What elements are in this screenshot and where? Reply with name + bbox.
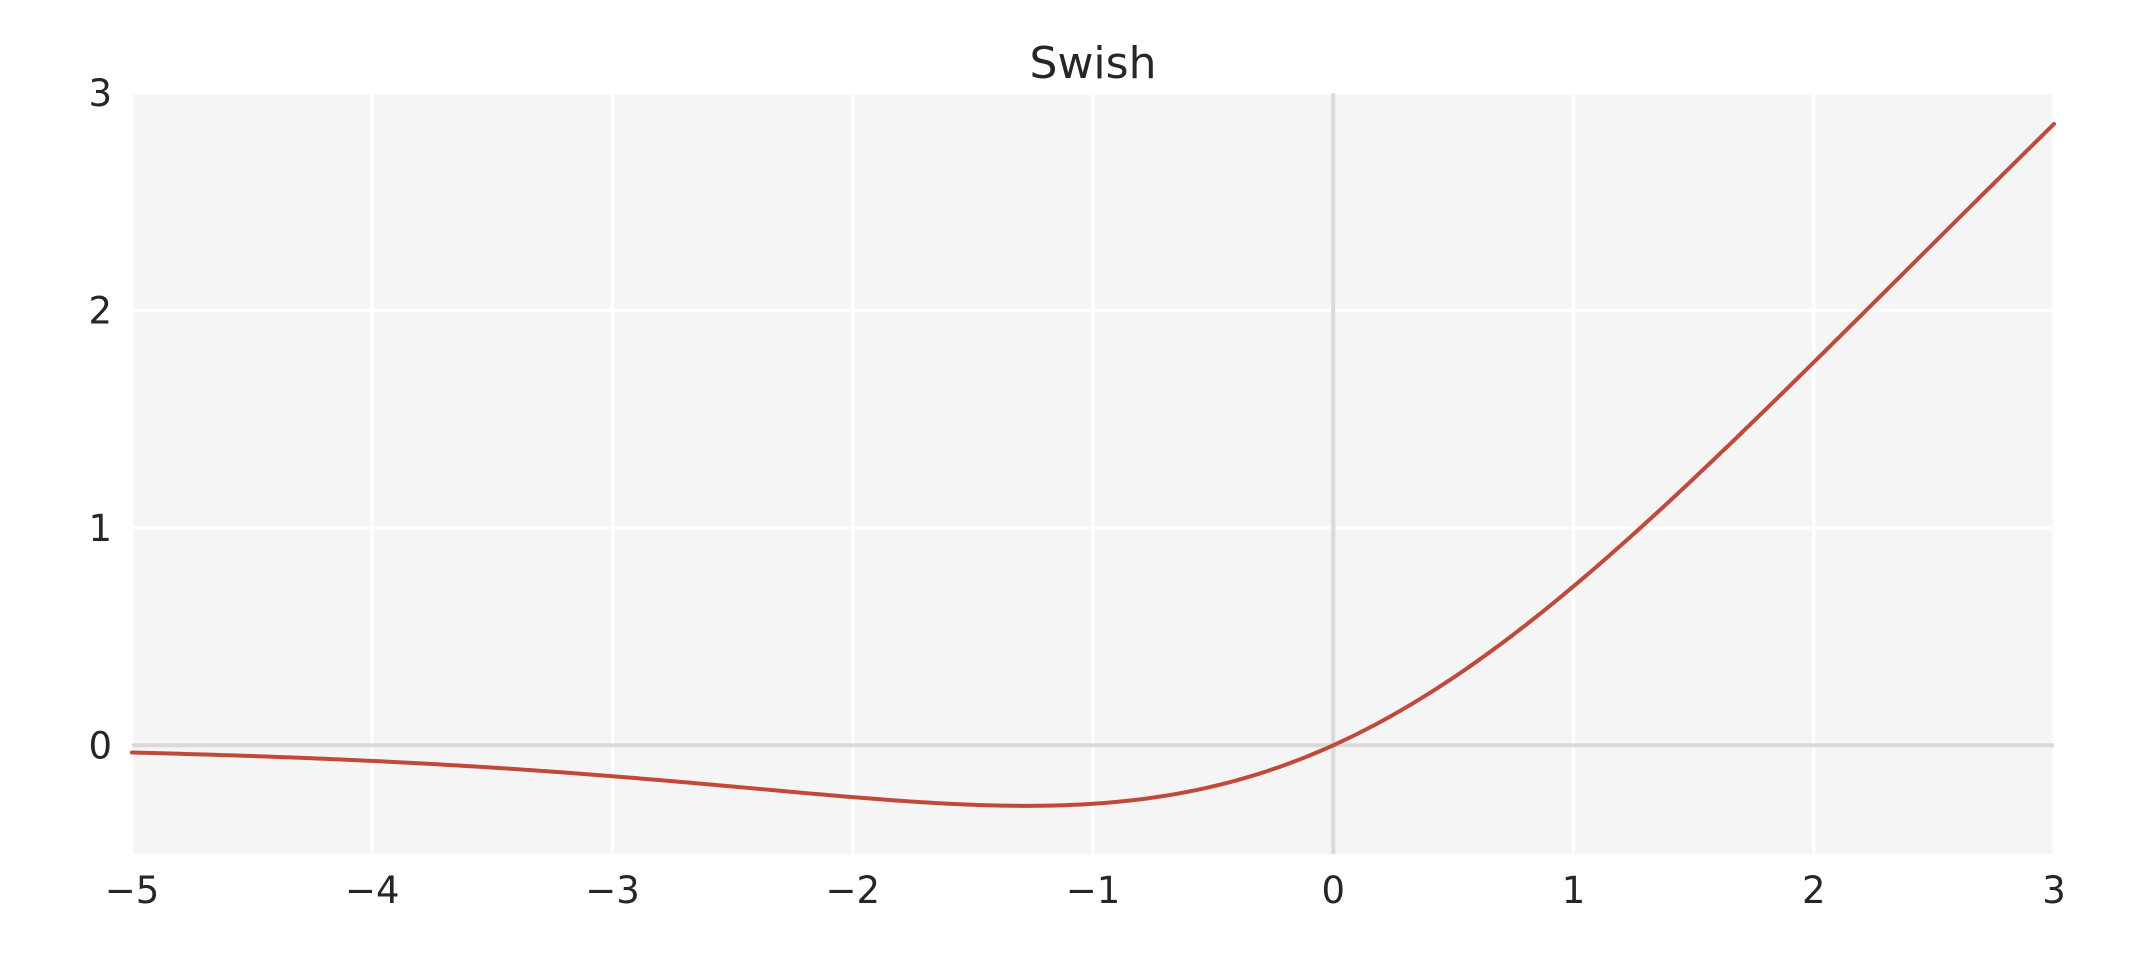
- swish-curve: [130, 121, 2056, 808]
- zero-axis-lines: [132, 93, 2054, 854]
- x-tick-label: −3: [585, 869, 640, 912]
- chart-title: Swish: [1030, 38, 1157, 89]
- y-tick-label: 3: [88, 72, 112, 115]
- y-tick-label: 2: [88, 289, 112, 332]
- x-tick-label: 0: [1321, 869, 1345, 912]
- x-tick-label: −4: [345, 869, 400, 912]
- y-tick-label: 0: [88, 724, 112, 767]
- x-tick-label: −5: [105, 869, 160, 912]
- y-tick-label: 1: [88, 507, 112, 550]
- x-tick-label: −2: [825, 869, 880, 912]
- x-tick-label: −1: [1066, 869, 1121, 912]
- y-tick-labels: 0 1 2 3: [88, 72, 112, 767]
- x-tick-labels: −5 −4 −3 −2 −1 0 1 2 3: [105, 869, 2066, 912]
- x-tick-label: 3: [2042, 869, 2066, 912]
- x-tick-label: 1: [1562, 869, 1586, 912]
- x-tick-label: 2: [1802, 869, 1826, 912]
